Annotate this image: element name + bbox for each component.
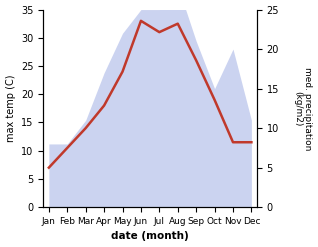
Y-axis label: max temp (C): max temp (C) [5,75,16,142]
Y-axis label: med. precipitation
(kg/m2): med. precipitation (kg/m2) [293,67,313,150]
X-axis label: date (month): date (month) [111,231,189,242]
